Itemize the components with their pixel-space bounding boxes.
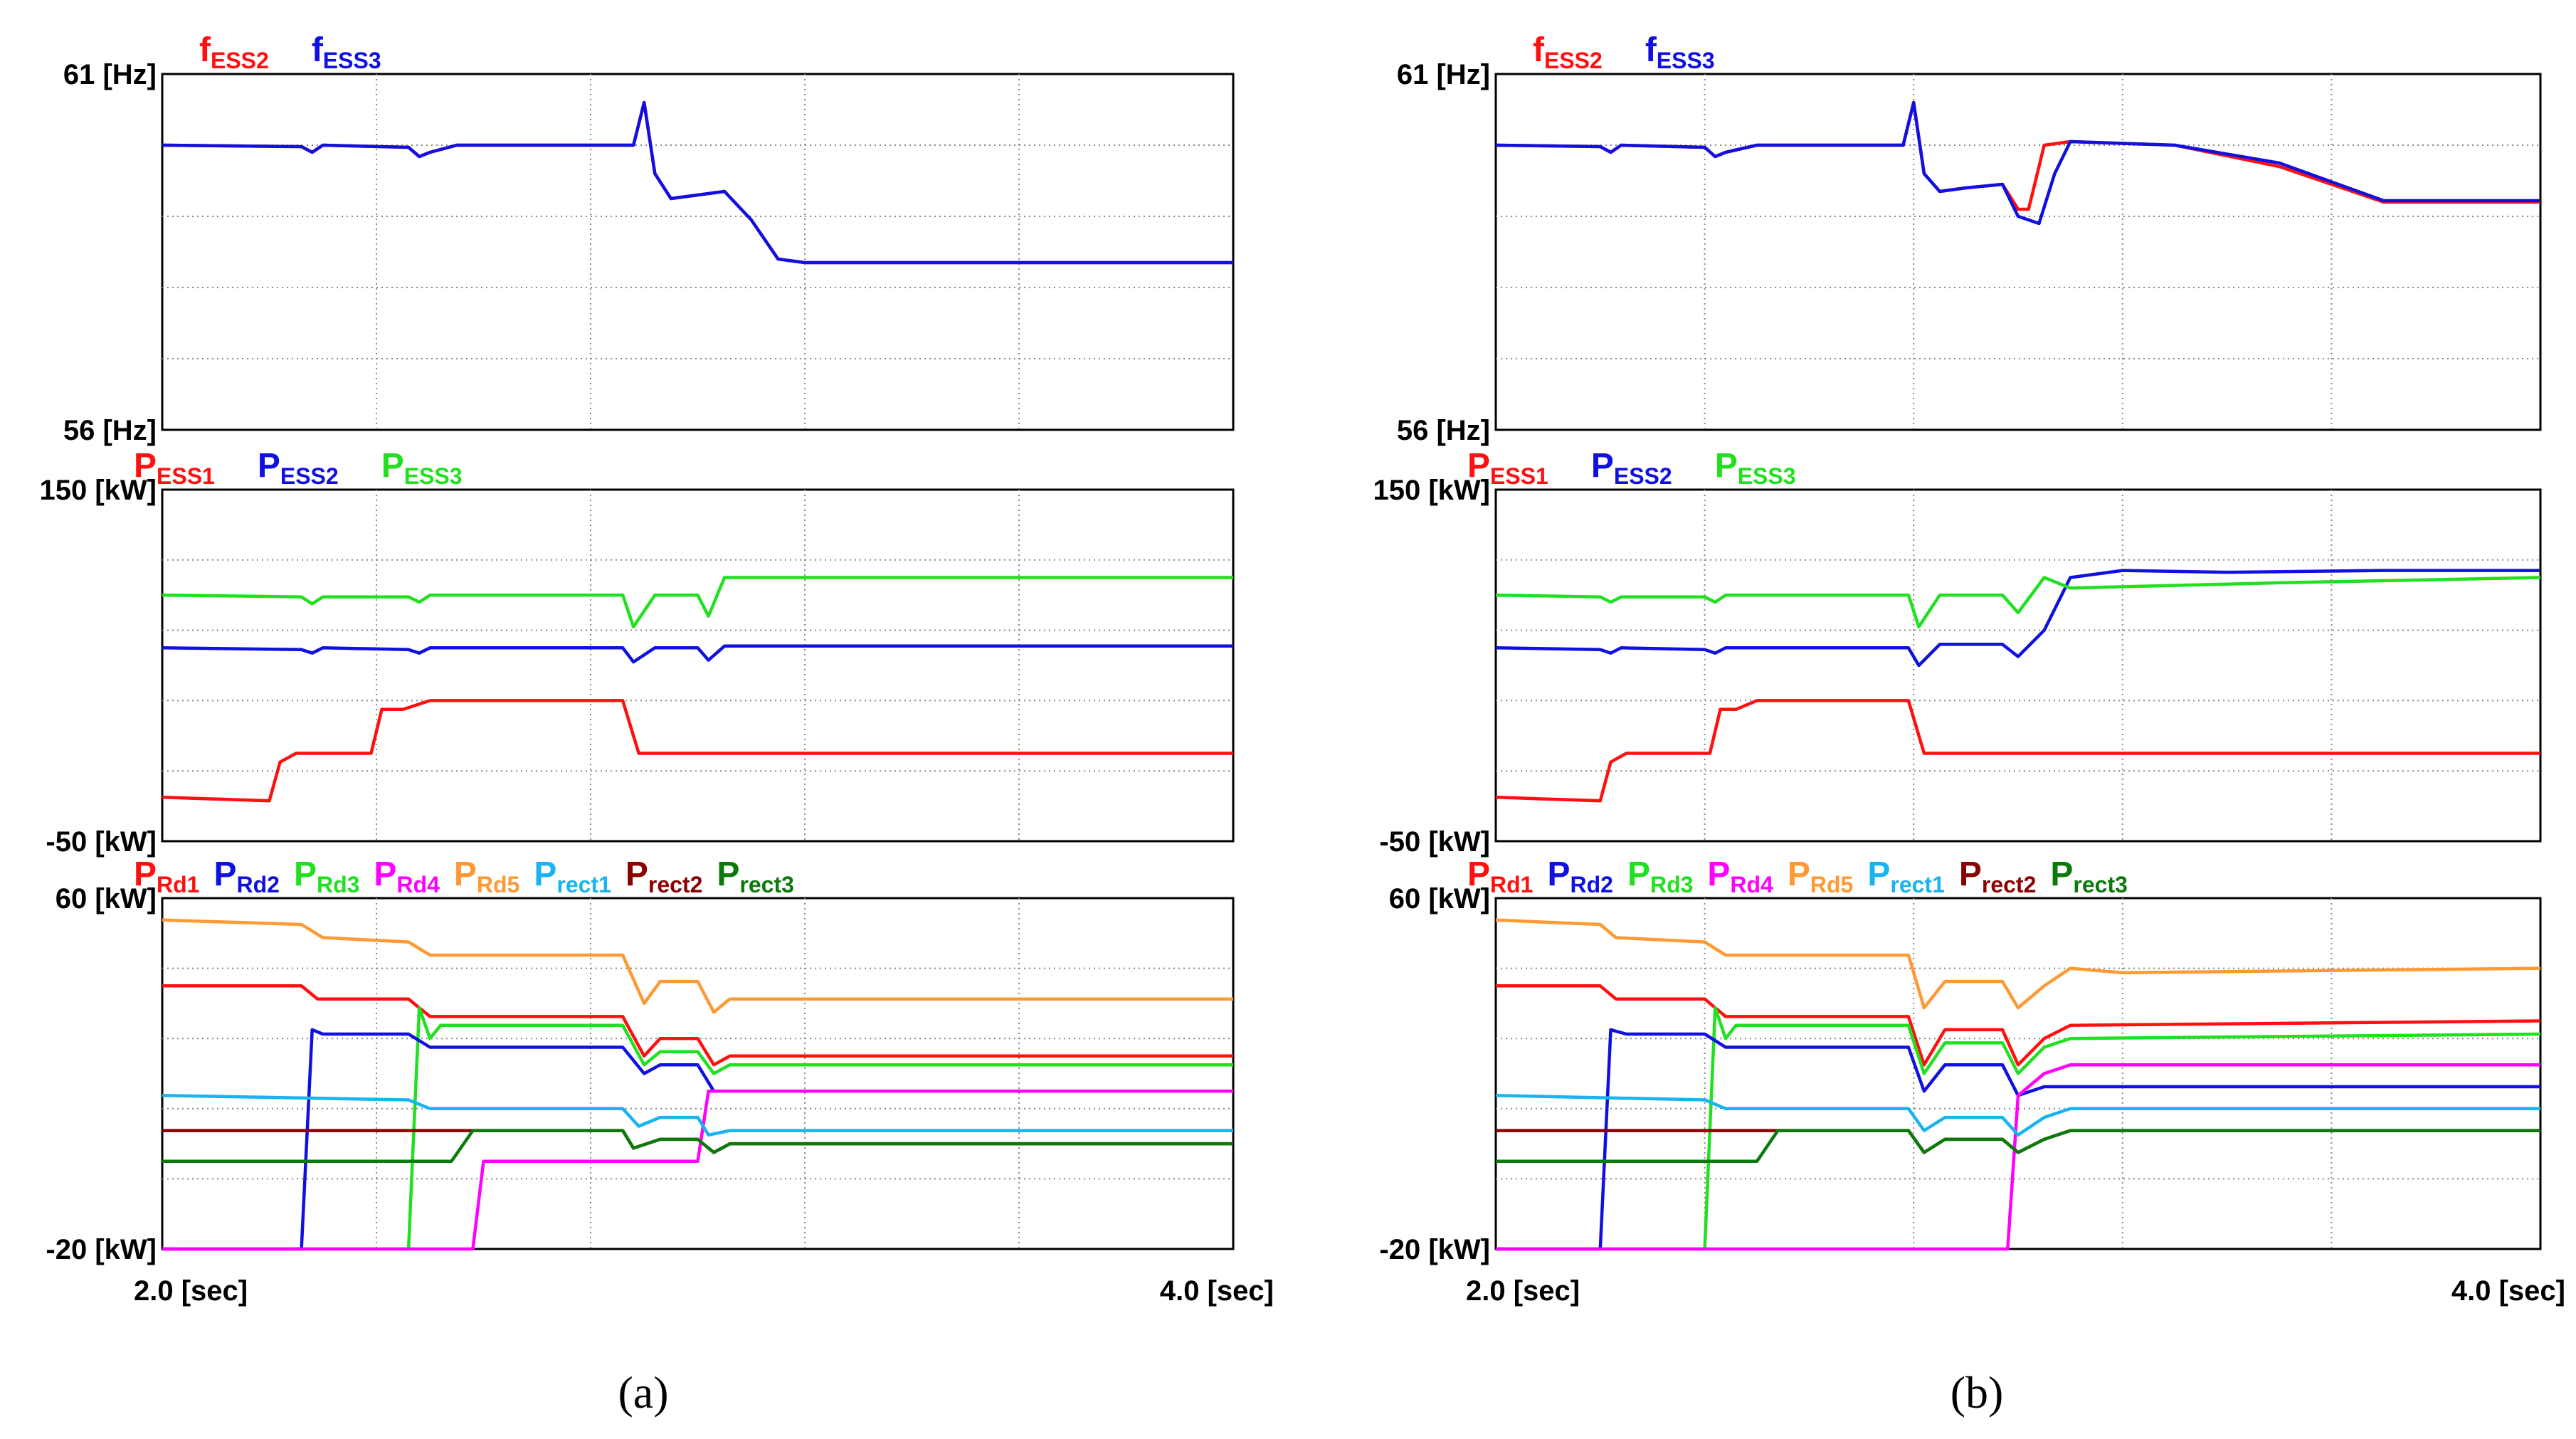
x-start-label-b: 2.0 [sec]: [1466, 1275, 1580, 1307]
legend-P-ESS1: PESS1: [1467, 447, 1548, 489]
legend-P-rect3: Prect3: [717, 855, 794, 897]
legend-f-ESS2: fESS2: [1533, 31, 1603, 73]
ytick-label-bottom: -20 [kW]: [46, 1234, 157, 1265]
panel-caption-a: (a): [618, 1367, 668, 1418]
chart-a-1: 150 [kW] -50 [kW] PESS1 PESS2 PESS3: [40, 447, 1235, 858]
plot-frame: [1494, 488, 2542, 843]
ytick-label-bottom: -50 [kW]: [1379, 826, 1490, 858]
legend-P-Rd3: PRd3: [1627, 855, 1693, 897]
chart-b-5: 60 [kW] -20 [kW] PRd1 PRd2 PRd3 PRd4 PRd5 Prect…: [1379, 855, 2542, 1265]
chart-b-4: 150 [kW] -50 [kW] PESS1 PESS2 PESS3: [1373, 447, 2542, 858]
legend-P-ESS3: PESS3: [1715, 447, 1796, 489]
chart-a-2: 60 [kW] -20 [kW] PRd1 PRd2 PRd3 PRd4 PRd5 Prect…: [46, 855, 1235, 1265]
series-line-PRd4: [162, 1089, 1233, 1251]
legend-P-rect2: Prect2: [625, 855, 703, 897]
series-line-PRd1: [162, 984, 1233, 1067]
series-line-PRd5: [1495, 918, 2541, 1010]
ytick-label-top: 60 [kW]: [56, 883, 157, 914]
ytick-label-top: 150 [kW]: [1373, 475, 1491, 506]
series-line-PRd5: [162, 918, 1233, 1014]
legend-P-Rd1: PRd1: [1467, 855, 1533, 897]
series-line-fESS3: [1495, 100, 2540, 226]
chart-a-0: 61 [Hz] 56 [Hz] fESS2 fESS3: [63, 31, 1235, 446]
legend-P-rect3: Prect3: [2050, 855, 2128, 897]
x-end-label-b: 4.0 [sec]: [2451, 1275, 2565, 1307]
legend-P-rect2: Prect2: [1959, 855, 2037, 897]
series-line-PESS1: [162, 699, 1233, 803]
legend-P-Rd4: PRd4: [1707, 855, 1773, 897]
legend-P-Rd2: PRd2: [213, 855, 279, 897]
legend-P-ESS2: PESS2: [1591, 447, 1672, 489]
series-line-fESS3: [162, 100, 1233, 265]
legend-f-ESS3: fESS3: [312, 31, 381, 73]
series-line-PESS1: [1495, 699, 2540, 803]
series-line-Prect3: [162, 1129, 1233, 1164]
ytick-label-top: 150 [kW]: [40, 475, 157, 506]
x-end-label-a: 4.0 [sec]: [1160, 1275, 1274, 1307]
ytick-label-bottom: 56 [Hz]: [1397, 415, 1490, 446]
series-line-PESS3: [1495, 576, 2541, 628]
plot-frame: [161, 897, 1235, 1250]
legend-P-Rd3: PRd3: [294, 855, 359, 897]
legend-P-Rd4: PRd4: [374, 855, 440, 897]
panel-caption-b: (b): [1951, 1367, 2004, 1418]
legend-P-rect1: Prect1: [534, 855, 611, 897]
legend-P-Rd2: PRd2: [1547, 855, 1612, 897]
series-line-PESS3: [162, 576, 1233, 628]
plot-frame: [1494, 73, 2542, 431]
legend-P-Rd5: PRd5: [1788, 855, 1853, 897]
series-line-Prect1: [1495, 1094, 2540, 1137]
legend-P-Rd1: PRd1: [134, 855, 199, 897]
plot-frame: [161, 488, 1235, 843]
x-start-label-a: 2.0 [sec]: [134, 1275, 248, 1307]
series-line-PRd3: [1496, 1006, 2541, 1251]
series-line-PRd1: [1496, 984, 2541, 1067]
ytick-label-top: 61 [Hz]: [63, 59, 157, 90]
ytick-label-bottom: 56 [Hz]: [63, 415, 157, 446]
ytick-label-top: 61 [Hz]: [1397, 59, 1490, 90]
ytick-label-bottom: -50 [kW]: [46, 826, 157, 858]
charts-root: 61 [Hz] 56 [Hz] fESS2 fESS3 150 [kW] -50 [kW]…: [40, 31, 2542, 1265]
series-line-PESS2: [162, 644, 1233, 664]
chart-b-3: 61 [Hz] 56 [Hz] fESS2 fESS3: [1397, 31, 2542, 446]
legend-P-ESS3: PESS3: [381, 447, 463, 489]
series-line-PRd3: [162, 1006, 1233, 1251]
legend-P-ESS2: PESS2: [258, 447, 339, 489]
ytick-label-top: 60 [kW]: [1389, 883, 1490, 914]
plot-frame: [161, 73, 1235, 431]
legend-P-ESS1: PESS1: [134, 447, 215, 489]
series-line-PRd2: [162, 1028, 1233, 1251]
ytick-label-bottom: -20 [kW]: [1379, 1234, 1490, 1265]
series-line-PRd4: [1496, 1063, 2540, 1251]
legend-f-ESS3: fESS3: [1645, 31, 1715, 73]
series-line-PESS2: [1495, 569, 2540, 668]
legend-f-ESS2: fESS2: [199, 31, 269, 73]
legend-P-rect1: Prect1: [1867, 855, 1945, 897]
legend-P-Rd5: PRd5: [454, 855, 519, 897]
series-line-Prect1: [162, 1094, 1233, 1137]
series-line-Prect3: [1496, 1129, 2540, 1164]
